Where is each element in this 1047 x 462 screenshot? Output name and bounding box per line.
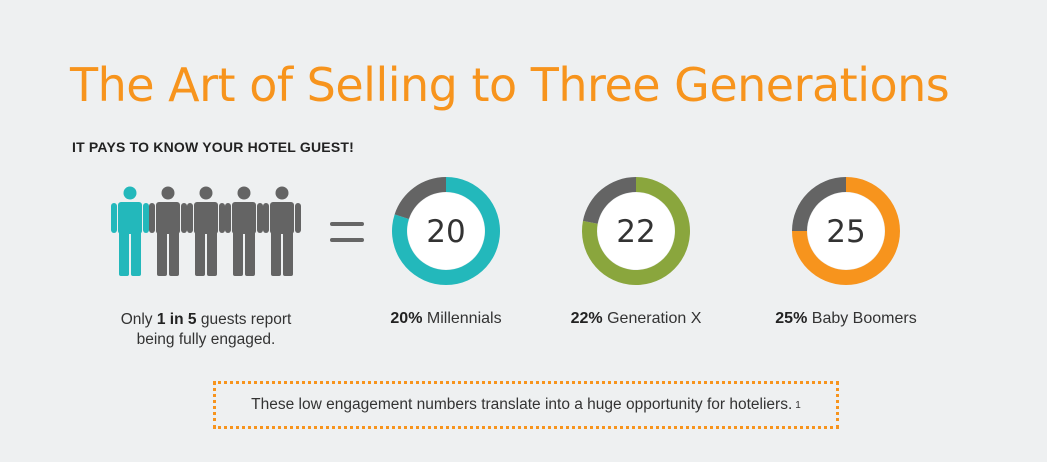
caption-suffix: guests report — [200, 311, 292, 328]
donut-center-value: 25 — [826, 214, 865, 250]
donut-series-name: Baby Boomers — [811, 310, 917, 327]
donut-chart-baby-boomers: 25 — [792, 177, 900, 285]
person-icon — [149, 186, 187, 276]
donut-hole — [597, 192, 675, 270]
donut-series-name: Generation X — [607, 310, 702, 327]
callout-text: These low engagement numbers translate i… — [251, 396, 793, 413]
donut-series-name: Millennials — [426, 310, 502, 327]
donut-percent: 22% — [570, 310, 603, 327]
donut-slice-remainder — [792, 177, 846, 231]
donut-label-baby-boomers: 25% Baby Boomers — [756, 310, 936, 328]
page-title: The Art of Selling to Three Generations — [70, 58, 950, 112]
caption-bold: 1 in 5 — [156, 311, 197, 328]
person-icon — [263, 186, 301, 276]
opportunity-callout: These low engagement numbers translate i… — [213, 381, 839, 429]
footnote-marker: 1 — [795, 399, 801, 411]
person-icon-highlighted — [111, 186, 149, 276]
page-subtitle: IT PAYS TO KNOW YOUR HOTEL GUEST! — [72, 139, 354, 155]
donut-hole — [807, 192, 885, 270]
donut-center-value: 20 — [426, 214, 465, 250]
person-icon — [225, 186, 263, 276]
donut-hole — [407, 192, 485, 270]
equals-icon — [330, 222, 364, 248]
people-icon-group — [111, 186, 301, 276]
caption-prefix: Only — [120, 311, 153, 328]
person-icon — [187, 186, 225, 276]
donut-percent: 25% — [775, 310, 808, 327]
donut-chart-generation-x: 22 — [582, 177, 690, 285]
engagement-caption: Only 1 in 5 guests report being fully en… — [100, 310, 312, 350]
donut-slice-remainder — [582, 177, 636, 224]
caption-line2: being fully engaged. — [136, 331, 276, 348]
donut-chart-millennials: 20 — [392, 177, 500, 285]
donut-percent: 20% — [390, 310, 423, 327]
donut-label-generation-x: 22% Generation X — [556, 310, 716, 328]
donut-center-value: 22 — [616, 214, 655, 250]
donut-label-millennials: 20% Millennials — [366, 310, 526, 328]
donut-slice-remainder — [394, 177, 446, 219]
